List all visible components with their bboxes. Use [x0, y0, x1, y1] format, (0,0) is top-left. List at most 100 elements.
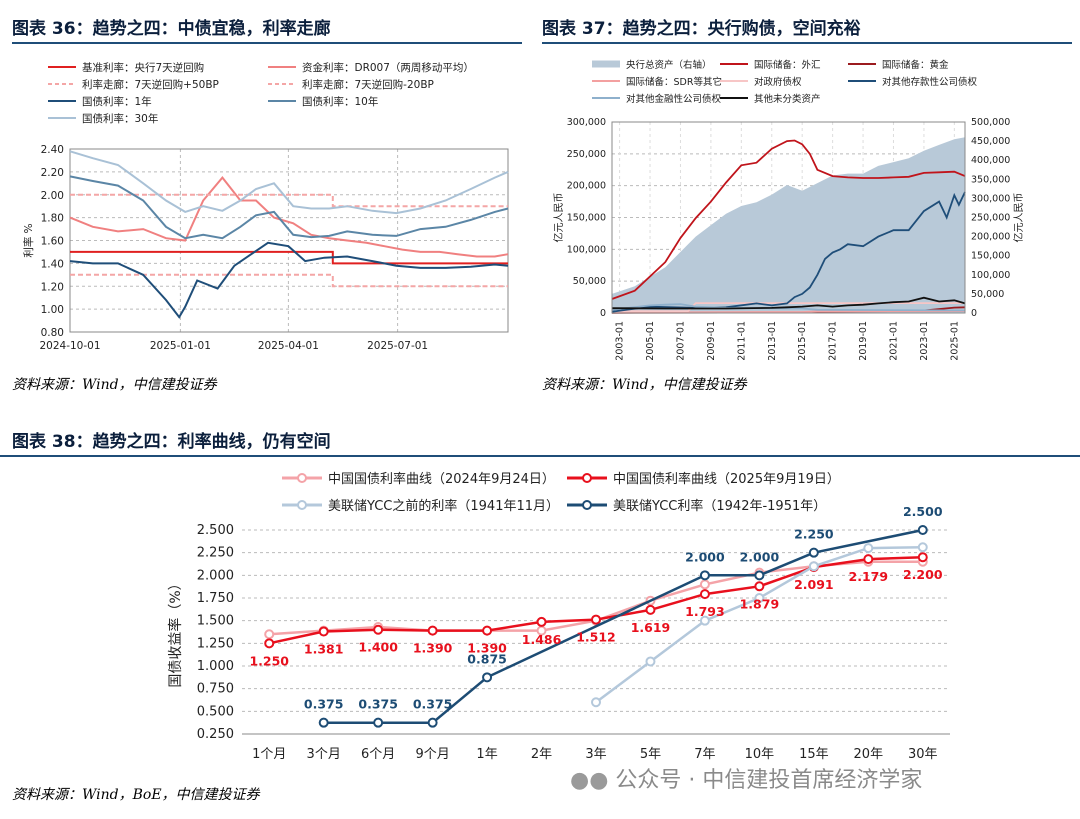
- c38-xtick: 1年: [476, 747, 497, 762]
- fig37-source: 资料来源：Wind，中信建投证券: [542, 377, 747, 393]
- c36-ytick: 1.80: [41, 213, 64, 225]
- fig38-title-rule: [0, 455, 1080, 457]
- c37-plot-border: [611, 121, 966, 314]
- c37-y2tick: 350,000: [971, 174, 1010, 185]
- c38-legend-marker: [582, 500, 592, 510]
- c38-data-label: 0.375: [413, 697, 453, 712]
- c38-point: [645, 604, 656, 615]
- c38-data-label: 2.500: [903, 504, 943, 519]
- c37-legend-label: 对政府债权: [754, 76, 802, 88]
- c38-ytick: 1.500: [197, 614, 234, 629]
- c36-ylabel: 利率 %: [22, 223, 35, 257]
- c38-ytick: 0.500: [197, 704, 234, 719]
- c37-y2tick: 500,000: [971, 117, 1010, 128]
- c38-point: [264, 638, 275, 649]
- c37-xtick: 2003-01: [615, 321, 626, 361]
- c38-xtick: 3个月: [307, 747, 341, 762]
- c36-legend-label: 基准利率：央行7天逆回购: [82, 61, 204, 74]
- c38-point: [482, 625, 493, 636]
- c38-xtick: 20年: [854, 747, 884, 762]
- c37-xtick: 2011-01: [736, 321, 747, 361]
- c36-xtick: 2025-01-01: [150, 340, 211, 352]
- c37-xtick: 2019-01: [858, 321, 869, 361]
- c38-legend-label: 中国国债利率曲线（2025年9月19日）: [613, 471, 840, 487]
- c38-point: [482, 672, 493, 683]
- c38-data-label: 1.390: [413, 641, 453, 656]
- c38-point: [917, 542, 928, 553]
- c36-ytick: 0.80: [41, 327, 64, 339]
- c36-ytick: 1.20: [41, 281, 64, 293]
- c38-point: [754, 570, 765, 581]
- fig38-title: 图表 38：趋势之四：利率曲线，仍有空间: [12, 432, 331, 452]
- c38-point: [699, 615, 710, 626]
- c38-data-label: 2.091: [794, 577, 834, 592]
- c38-point: [863, 543, 874, 554]
- c37-ytick: 200,000: [567, 181, 606, 192]
- c37-series-line: [611, 139, 966, 300]
- c38-data-label: 0.375: [358, 697, 398, 712]
- c38-data-label: 0.875: [467, 651, 507, 666]
- c38-point: [591, 697, 601, 708]
- c38-ytick: 2.000: [197, 568, 234, 583]
- c36-ytick: 1.60: [41, 236, 64, 248]
- c36-plot-border: [69, 148, 509, 333]
- c38-data-label: 2.179: [849, 569, 889, 584]
- watermark: ●● 公众号 · 中信建投首席经济学家: [570, 762, 922, 794]
- c38-data-label: 1.390: [467, 641, 507, 656]
- c37-xtick: 2015-01: [797, 321, 808, 361]
- c37-y2label: 亿元人民币: [1012, 193, 1025, 243]
- c36-series-line: [69, 150, 509, 215]
- c36-xtick: 2025-04-01: [258, 340, 319, 352]
- chart-38-svg: 中国国债利率曲线（2024年9月24日） 中国国债利率曲线（2025年9月19日）…: [167, 471, 950, 762]
- c36-ytick: 2.00: [41, 190, 64, 202]
- c38-ytick: 1.000: [197, 659, 234, 674]
- c38-data-label: 2.000: [740, 549, 780, 564]
- chart-37-svg: 央行总资产（右轴） 国际储备：外汇 国际储备：黄金国际储备：SDR等其它 对政府债权对…: [552, 59, 1025, 361]
- c37-y2tick: 400,000: [971, 155, 1010, 166]
- c37-series-line: [611, 191, 966, 313]
- c38-point: [808, 547, 819, 558]
- c37-y2tick: 200,000: [971, 232, 1010, 243]
- c38-ytick: 0.750: [197, 682, 234, 697]
- c38-point: [318, 717, 329, 728]
- c38-xtick: 1个月: [252, 747, 286, 762]
- c37-series-line: [611, 303, 966, 312]
- c37-y2tick: 300,000: [971, 193, 1010, 204]
- c38-point: [427, 625, 438, 636]
- c36-ytick: 2.20: [41, 167, 64, 179]
- chart-36-svg: 基准利率：央行7天逆回购 资金利率：DR007（两周移动平均） 利率走廊：7天逆回购…: [22, 61, 509, 352]
- c38-series-line: [323, 528, 924, 724]
- fig36-title: 图表 36：趋势之四：中债宜稳，利率走廊: [12, 19, 331, 39]
- c38-data-label: 0.375: [304, 697, 344, 712]
- c37-xtick: 2017-01: [828, 321, 839, 361]
- c38-data-label: 1.250: [249, 653, 289, 668]
- c36-ytick: 1.00: [41, 304, 64, 316]
- c38-ytick: 1.250: [197, 636, 234, 651]
- c36-legend-label: 国债利率：30年: [82, 112, 158, 125]
- c38-xtick: 5年: [640, 747, 661, 762]
- c38-legend-marker: [297, 473, 307, 483]
- c38-data-label: 1.793: [685, 604, 725, 619]
- c37-y2tick: 100,000: [971, 270, 1010, 281]
- fig38-source: 资料来源：Wind，BoE，中信建投证券: [12, 787, 260, 803]
- c37-xtick: 2013-01: [767, 321, 778, 361]
- c38-point: [754, 581, 765, 592]
- c38-point: [808, 561, 819, 572]
- c38-xtick: 3年: [585, 747, 606, 762]
- c38-ytick: 1.750: [197, 591, 234, 606]
- c37-xtick: 2021-01: [888, 321, 899, 361]
- fig37-title-rule: [542, 42, 1072, 44]
- c38-legend-label: 美联储YCC利率（1942年-1951年）: [613, 498, 826, 514]
- c37-y2tick: 0: [971, 308, 977, 319]
- c36-legend-label: 资金利率：DR007（两周移动平均）: [302, 61, 474, 74]
- c38-point: [591, 614, 601, 625]
- c38-ytick: 2.250: [197, 546, 234, 561]
- c37-legend-label: 其他未分类资产: [754, 93, 821, 105]
- c38-point: [373, 624, 384, 635]
- c38-point: [863, 554, 874, 565]
- c38-point: [264, 629, 275, 640]
- c38-xtick: 15年: [799, 747, 829, 762]
- c38-ytick: 0.250: [197, 727, 234, 742]
- c36-ytick: 1.40: [41, 258, 64, 270]
- c38-ylabel: 国债收益率（%）: [167, 576, 184, 687]
